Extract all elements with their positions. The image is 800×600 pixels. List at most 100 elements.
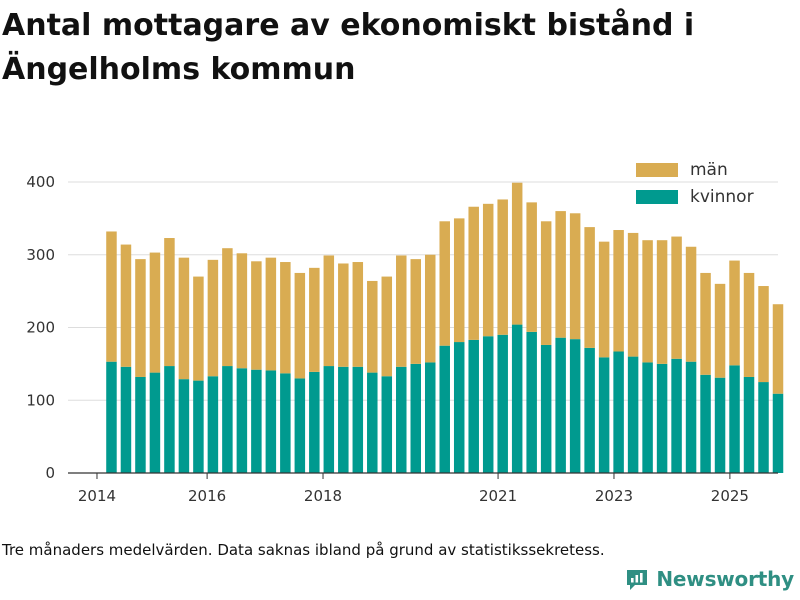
bar-man[interactable] — [323, 255, 335, 367]
bar-man[interactable] — [410, 259, 422, 364]
bar-kvinnor[interactable] — [265, 370, 277, 473]
bar-man[interactable] — [178, 257, 190, 380]
bar-man[interactable] — [482, 203, 494, 337]
legend-item-kvinnor[interactable]: kvinnor — [636, 183, 754, 210]
bar-man[interactable] — [656, 240, 668, 364]
x-tick-label: 2018 — [304, 487, 342, 505]
bar-man[interactable] — [671, 236, 682, 359]
bar-man[interactable] — [569, 213, 581, 340]
bar-man[interactable] — [729, 260, 740, 366]
bar-kvinnor[interactable] — [758, 382, 769, 473]
bar-man[interactable] — [222, 248, 233, 367]
bar-man[interactable] — [743, 272, 755, 377]
bar-kvinnor[interactable] — [207, 376, 219, 473]
bar-man[interactable] — [613, 230, 624, 352]
bar-kvinnor[interactable] — [309, 371, 320, 473]
bar-kvinnor[interactable] — [164, 366, 175, 473]
bar-kvinnor[interactable] — [482, 336, 494, 473]
bar-kvinnor[interactable] — [178, 379, 190, 473]
bar-kvinnor[interactable] — [193, 380, 204, 473]
bar-kvinnor[interactable] — [627, 356, 639, 473]
bar-man[interactable] — [236, 253, 248, 369]
bar-kvinnor[interactable] — [656, 363, 668, 473]
bar-kvinnor[interactable] — [280, 373, 291, 473]
bar-man[interactable] — [106, 231, 117, 362]
bar-man[interactable] — [511, 182, 523, 325]
bar-kvinnor[interactable] — [555, 337, 566, 473]
legend-item-man[interactable]: män — [636, 156, 754, 183]
bar-kvinnor[interactable] — [120, 366, 132, 473]
bar-man[interactable] — [338, 263, 349, 367]
bar-kvinnor[interactable] — [700, 374, 711, 473]
bar-man[interactable] — [280, 262, 291, 374]
bar-man[interactable] — [367, 280, 378, 373]
bar-man[interactable] — [424, 254, 436, 363]
bar-man[interactable] — [627, 232, 639, 357]
bar-kvinnor[interactable] — [381, 376, 393, 473]
bar-kvinnor[interactable] — [251, 369, 262, 473]
bar-kvinnor[interactable] — [135, 376, 146, 473]
bar-man[interactable] — [120, 244, 132, 367]
bar-man[interactable] — [352, 262, 364, 367]
bar-kvinnor[interactable] — [671, 358, 682, 473]
bar-man[interactable] — [714, 283, 726, 378]
bar-man[interactable] — [207, 259, 219, 377]
bar-man[interactable] — [265, 257, 277, 371]
bar-kvinnor[interactable] — [439, 345, 450, 473]
bar-man[interactable] — [294, 272, 306, 379]
bar-man[interactable] — [193, 276, 204, 381]
bar-kvinnor[interactable] — [106, 361, 117, 473]
bar-man[interactable] — [642, 240, 653, 363]
bar-kvinnor[interactable] — [642, 362, 653, 473]
bar-man[interactable] — [135, 259, 146, 377]
bar-kvinnor[interactable] — [424, 362, 436, 473]
bar-kvinnor[interactable] — [714, 377, 726, 473]
bar-man[interactable] — [251, 261, 262, 370]
bar-kvinnor[interactable] — [294, 378, 306, 473]
bar-kvinnor[interactable] — [453, 342, 465, 473]
bar-man[interactable] — [540, 221, 552, 345]
bar-man[interactable] — [381, 276, 393, 377]
bar-kvinnor[interactable] — [540, 344, 552, 473]
bar-man[interactable] — [164, 238, 175, 367]
bar-man[interactable] — [497, 199, 508, 335]
bar-man[interactable] — [309, 267, 320, 372]
bar-man[interactable] — [468, 206, 479, 340]
bar-kvinnor[interactable] — [222, 366, 233, 473]
bar-man[interactable] — [700, 272, 711, 375]
bar-man[interactable] — [598, 241, 610, 358]
bar-man[interactable] — [685, 246, 697, 362]
bar-kvinnor[interactable] — [352, 366, 364, 473]
bar-kvinnor[interactable] — [743, 376, 755, 473]
bar-man[interactable] — [453, 218, 465, 343]
bar-kvinnor[interactable] — [497, 334, 508, 473]
bar-kvinnor[interactable] — [511, 324, 523, 473]
bar-kvinnor[interactable] — [396, 366, 407, 473]
bar-kvinnor[interactable] — [410, 363, 422, 473]
bar-man[interactable] — [149, 252, 161, 373]
bar-kvinnor[interactable] — [584, 347, 595, 473]
bar-man[interactable] — [396, 255, 407, 367]
bar-kvinnor[interactable] — [613, 351, 624, 473]
bar-kvinnor[interactable] — [323, 366, 335, 473]
bar-kvinnor[interactable] — [236, 368, 248, 473]
bar-kvinnor[interactable] — [468, 339, 479, 473]
bar-kvinnor[interactable] — [772, 393, 784, 473]
bar-man[interactable] — [439, 221, 450, 346]
bar-kvinnor[interactable] — [338, 366, 349, 473]
bar-man[interactable] — [526, 202, 537, 332]
y-tick-label: 200 — [26, 319, 55, 337]
bar-man[interactable] — [555, 211, 566, 338]
bar-man[interactable] — [758, 286, 769, 383]
bar-man[interactable] — [772, 304, 784, 394]
x-axis: 2014 2016 2018 2021 2023 2025 — [68, 472, 778, 505]
bar-kvinnor[interactable] — [526, 331, 537, 473]
bar-kvinnor[interactable] — [598, 357, 610, 473]
bar-kvinnor[interactable] — [685, 361, 697, 473]
brand[interactable]: Newsworthy — [625, 567, 794, 591]
bar-kvinnor[interactable] — [569, 339, 581, 473]
bar-kvinnor[interactable] — [367, 372, 378, 473]
bar-kvinnor[interactable] — [149, 372, 161, 473]
bar-kvinnor[interactable] — [729, 365, 740, 473]
bar-man[interactable] — [584, 227, 595, 348]
